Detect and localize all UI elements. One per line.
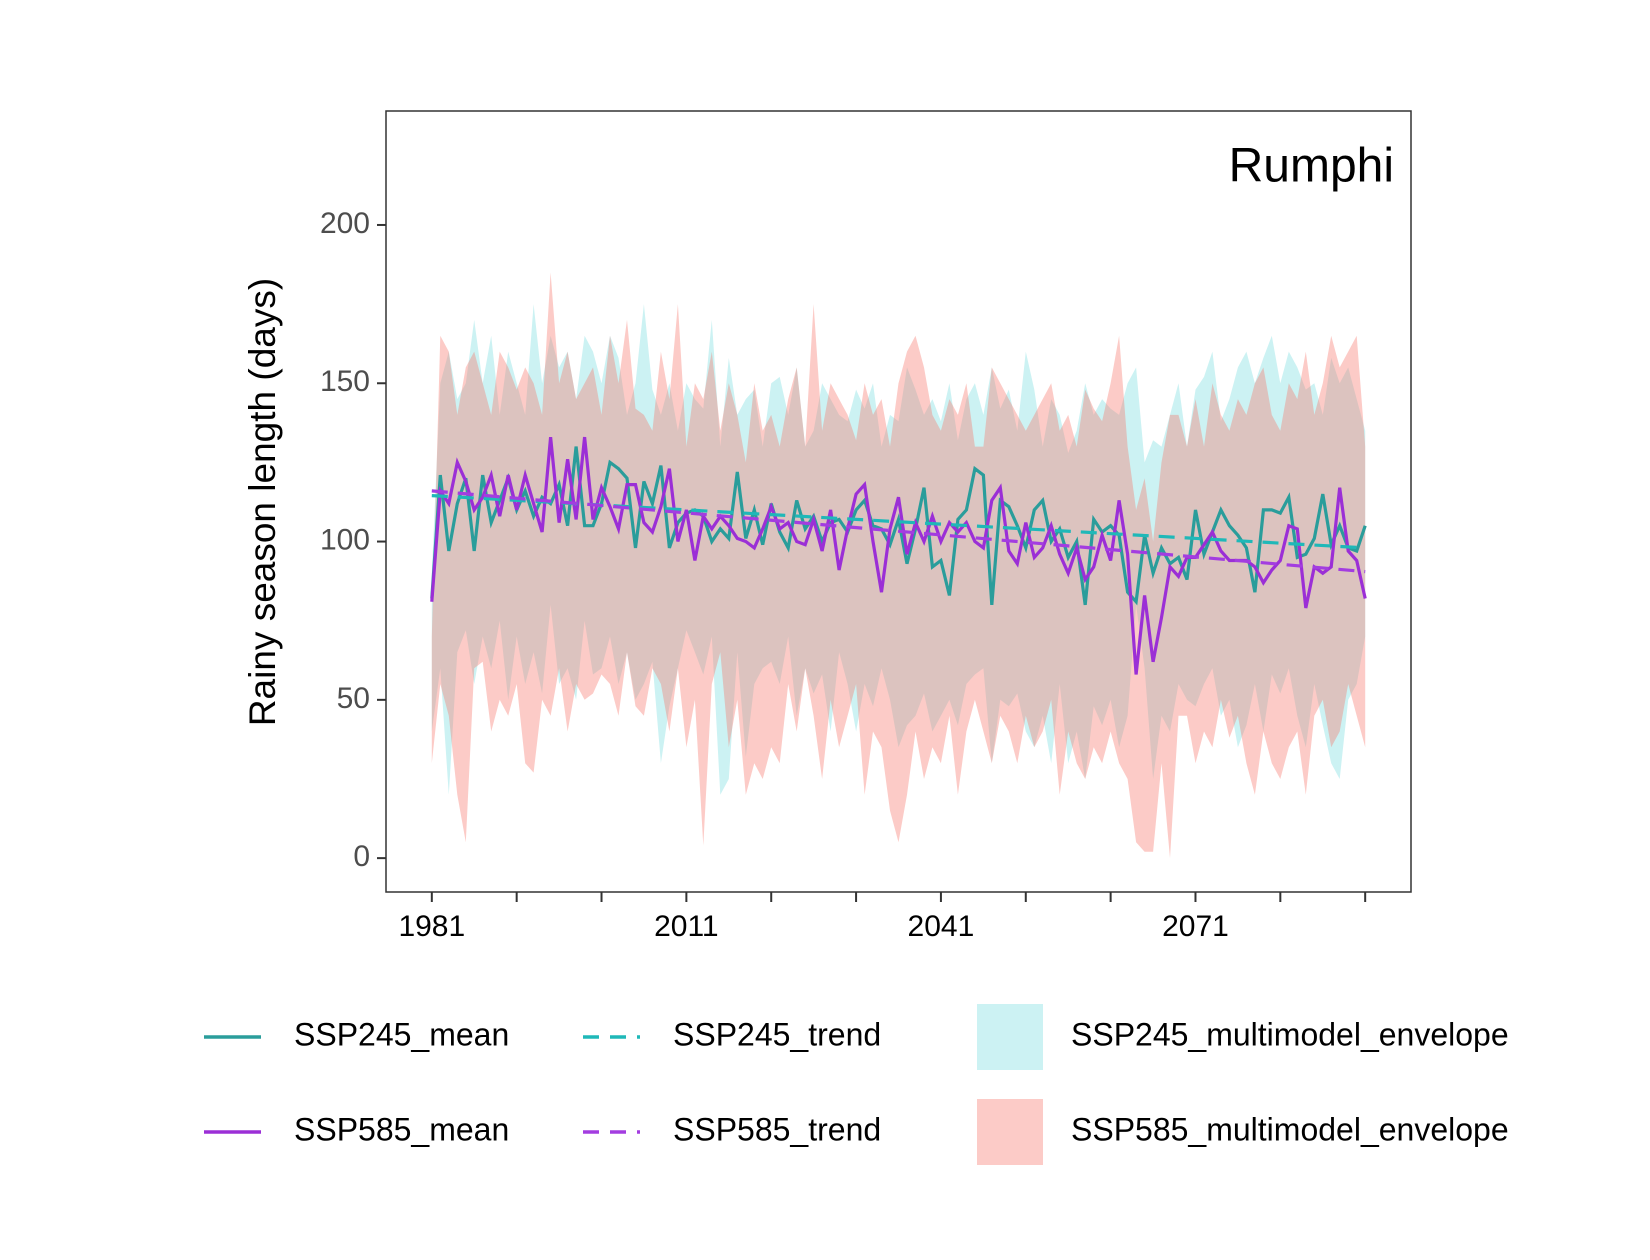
envelope (431, 272, 1366, 859)
legend-swatch (977, 1004, 1043, 1070)
x-tick-label: 1981 (398, 910, 465, 943)
y-tick-label: 100 (320, 523, 370, 556)
legend-label: SSP245_multimodel_envelope (1071, 1016, 1509, 1052)
legend-label: SSP585_trend (673, 1111, 881, 1147)
mean-line (430, 436, 1367, 675)
trend-line (431, 489, 1366, 574)
legend-label: SSP245_mean (294, 1016, 509, 1052)
y-tick-label: 200 (320, 207, 370, 240)
legend-label: SSP585_mean (294, 1111, 509, 1147)
x-tick-label: 2071 (1162, 910, 1229, 943)
y-tick-label: 150 (320, 365, 370, 398)
envelope (431, 304, 1366, 795)
panel-border (385, 110, 1412, 893)
legend-label: SSP585_multimodel_envelope (1071, 1111, 1509, 1147)
y-tick-label: 0 (353, 840, 370, 873)
y-tick-label: 50 (337, 682, 370, 715)
chart-title: Rumphi (1229, 140, 1394, 193)
plot-area (430, 272, 1367, 859)
x-tick-label: 2011 (654, 910, 719, 943)
legend-label: SSP245_trend (673, 1016, 881, 1052)
y-axis-label: Rainy season length (days) (242, 278, 283, 726)
x-tick-label: 2041 (908, 910, 975, 943)
legend-swatch (977, 1099, 1043, 1165)
mean-line (430, 446, 1367, 606)
